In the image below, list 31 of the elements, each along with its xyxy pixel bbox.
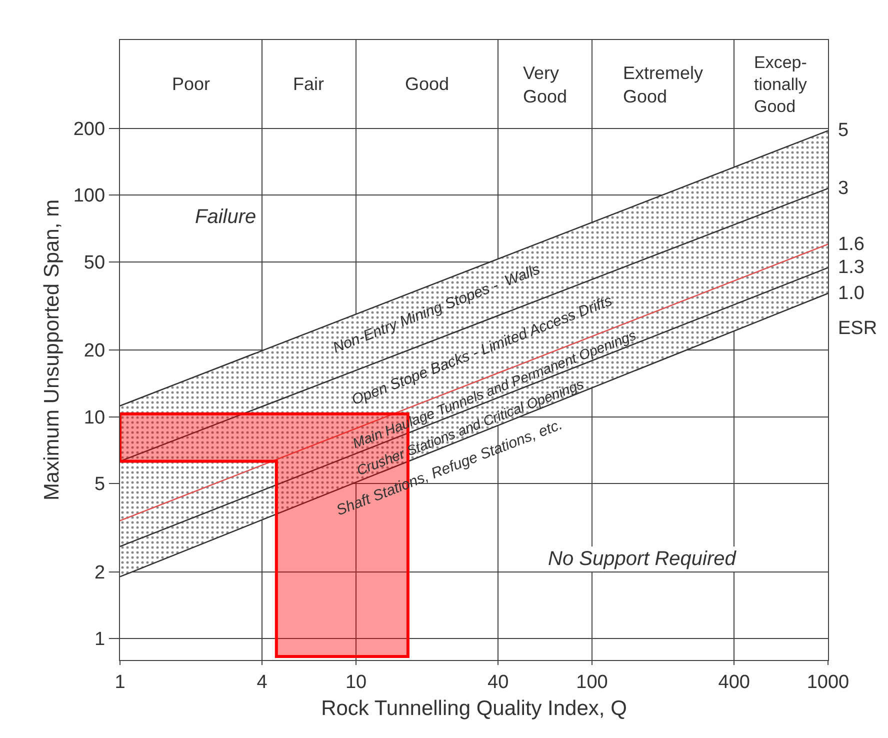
series-label: 5 [838, 120, 849, 141]
y-tick-label: 20 [84, 340, 106, 362]
x-tick-label: 40 [488, 672, 509, 693]
text: ESR [838, 318, 878, 339]
annotation: Poor [172, 74, 210, 94]
y-tick-label: 1 [94, 629, 106, 650]
y-tick-label: 200 [73, 118, 106, 140]
annotation: Good [405, 74, 450, 94]
x-tick-label: 4 [256, 672, 268, 693]
series-label: 3 [838, 178, 849, 199]
x-tick-label: 100 [576, 672, 608, 693]
series-label: 1.6 [838, 234, 864, 255]
annotation: Fair [293, 74, 324, 94]
x-axis-title: Rock Tunnelling Quality Index, Q [321, 697, 627, 720]
series-label: 1.0 [838, 283, 864, 304]
y-tick-label: 10 [84, 407, 106, 428]
annotation: Failure [195, 206, 256, 228]
y-tick-label: 100 [73, 186, 106, 207]
x-tick-label: 1 [114, 672, 126, 693]
x-tick-label: 10 [345, 672, 367, 693]
y-axis-title: Maximum Unsupported Span, m [40, 199, 64, 501]
annotation: Extremely Good [623, 63, 704, 106]
y-tick-label: 50 [84, 252, 106, 274]
annotation: No Support Required [548, 548, 737, 570]
x-tick-label: 400 [718, 672, 750, 693]
annotation: Excep- tionally Good [754, 53, 808, 116]
annotation: Very Good [523, 63, 568, 106]
x-tick-label: 1000 [806, 672, 850, 693]
y-tick-label: 2 [94, 562, 106, 584]
series-label: 1.3 [838, 257, 864, 278]
y-tick-label: 5 [94, 474, 106, 496]
